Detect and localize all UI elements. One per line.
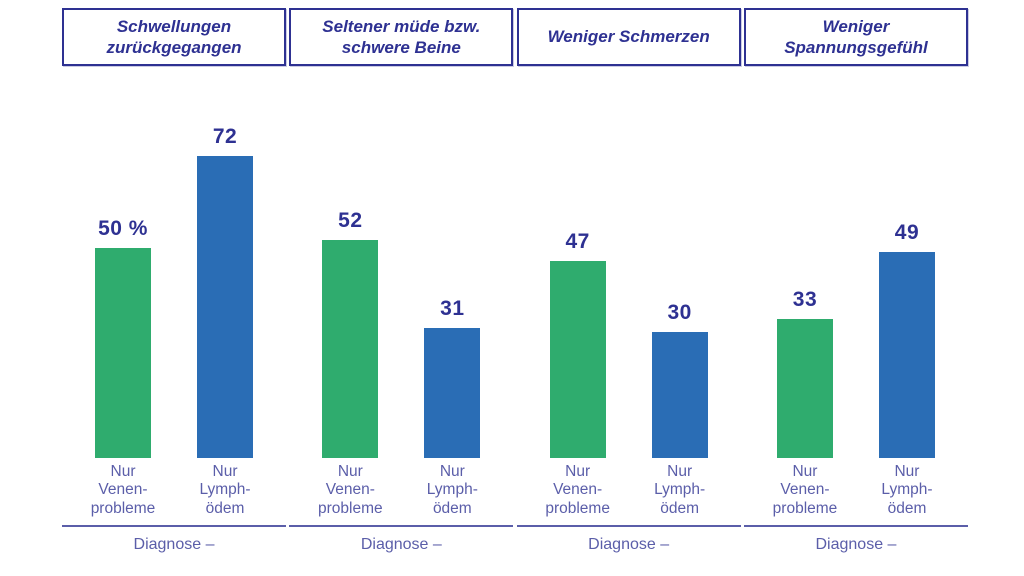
bar-value-label-venenprobleme: 52 (338, 208, 363, 232)
bar-lymphoedem (878, 252, 935, 458)
panel-title-box: Weniger Schmerzen (516, 8, 741, 66)
axis-label-diagnose: Diagnose – (815, 535, 897, 553)
bars-area: 47 30 (517, 66, 741, 458)
category-label-lymphoedem: Nur Lymph- ödem (426, 463, 478, 517)
category-label-venenprobleme: Nur Venen- probleme (545, 463, 610, 517)
category-labels: Nur Venen- probleme Nur Lymph- ödem (289, 463, 513, 518)
axis-label-diagnose: Diagnose – (133, 535, 215, 553)
bar-group-venenprobleme: 33 (755, 288, 855, 458)
bar-group-venenprobleme: 52 (300, 209, 400, 458)
category-label-venenprobleme: Nur Venen- probleme (90, 463, 156, 517)
bar-lymphoedem (651, 332, 708, 458)
bar-group-venenprobleme: 47 (528, 230, 628, 458)
chart-panel: Weniger Schmerzen 47 30 Nur Venen- probl… (516, 8, 741, 576)
axis-divider-line (743, 524, 968, 527)
bar-group-lymphoedem: 30 (630, 301, 730, 458)
axis-divider-line (62, 524, 286, 527)
panel-title: Schwellungen zurückgegangen (106, 16, 242, 57)
bar-group-venenprobleme: 50 % (73, 217, 173, 458)
category-labels: Nur Venen- probleme Nur Lymph- ödem (744, 463, 968, 518)
bar-value-label-lymphoedem: 31 (440, 296, 465, 320)
panel-title-box: Schwellungen zurückgegangen (62, 8, 286, 66)
axis-divider-line (516, 524, 741, 527)
category-label-venenprobleme: Nur Venen- probleme (318, 463, 383, 517)
chart-panel: Schwellungen zurückgegangen 50 % 72 Nur … (62, 8, 286, 576)
panel-title: Seltener müde bzw. schwere Beine (322, 16, 481, 57)
panel-title-box: Weniger Spannungsgefühl (743, 8, 968, 66)
panel-title: Weniger Schmerzen (547, 27, 710, 47)
bar-value-label-lymphoedem: 72 (212, 124, 238, 148)
category-labels: Nur Venen- probleme Nur Lymph- ödem (62, 463, 286, 518)
bar-group-lymphoedem: 72 (175, 125, 275, 458)
bars-area: 52 31 (289, 66, 513, 458)
bar-group-lymphoedem: 49 (857, 221, 957, 458)
category-label-lymphoedem: Nur Lymph- ödem (881, 463, 933, 517)
bars-area: 50 % 72 (62, 66, 286, 458)
axis-divider-line (289, 524, 514, 527)
category-label-venenprobleme: Nur Venen- probleme (772, 463, 838, 517)
category-label-lymphoedem: Nur Lymph- ödem (654, 463, 706, 517)
bar-venenprobleme (95, 248, 151, 458)
category-label-lymphoedem: Nur Lymph- ödem (199, 463, 251, 517)
panel-title: Weniger Spannungsgefühl (784, 16, 928, 57)
axis-label-diagnose: Diagnose – (588, 535, 670, 553)
bar-venenprobleme (776, 319, 833, 458)
bar-value-label-lymphoedem: 49 (894, 221, 920, 245)
bar-value-label-venenprobleme: 33 (792, 288, 818, 312)
bar-venenprobleme (549, 260, 606, 458)
bar-value-label-venenprobleme: 47 (565, 229, 590, 253)
bar-venenprobleme (322, 239, 379, 458)
bar-group-lymphoedem: 31 (402, 297, 502, 458)
chart-panel: Seltener müde bzw. schwere Beine 52 31 N… (289, 8, 514, 576)
bar-value-label-venenprobleme: 50 % (98, 217, 148, 240)
category-labels: Nur Venen- probleme Nur Lymph- ödem (517, 463, 741, 518)
bar-value-label-lymphoedem: 30 (667, 301, 692, 324)
bar-lymphoedem (197, 155, 253, 458)
bar-lymphoedem (424, 327, 481, 458)
chart-panel: Weniger Spannungsgefühl 33 49 Nur Venen-… (743, 8, 968, 576)
axis-label-diagnose: Diagnose – (360, 535, 442, 553)
panel-title-box: Seltener müde bzw. schwere Beine (289, 8, 514, 66)
bars-area: 33 49 (744, 66, 968, 458)
